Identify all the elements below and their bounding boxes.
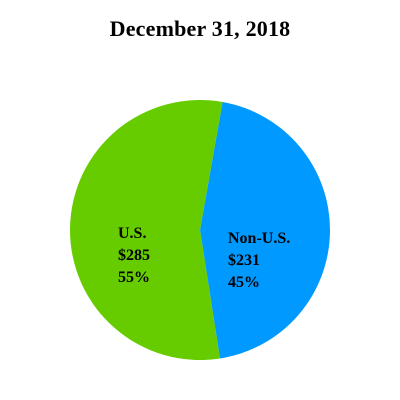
slice-value-label: $231	[228, 252, 260, 269]
pie-slices	[70, 100, 331, 361]
pie-slice-u-s	[70, 100, 223, 361]
pie-labels: U.S. $285 55% Non-U.S. $231 45%	[118, 225, 290, 291]
slice-value-label: $285	[118, 247, 150, 264]
pie-slice-non-u-s	[200, 101, 331, 359]
slice-name-label: Non-U.S.	[228, 230, 290, 247]
chart-title: December 31, 2018	[109, 16, 291, 41]
slice-percent-label: 45%	[228, 274, 260, 291]
slice-name-label: U.S.	[118, 225, 146, 242]
slice-percent-label: 55%	[118, 269, 150, 286]
